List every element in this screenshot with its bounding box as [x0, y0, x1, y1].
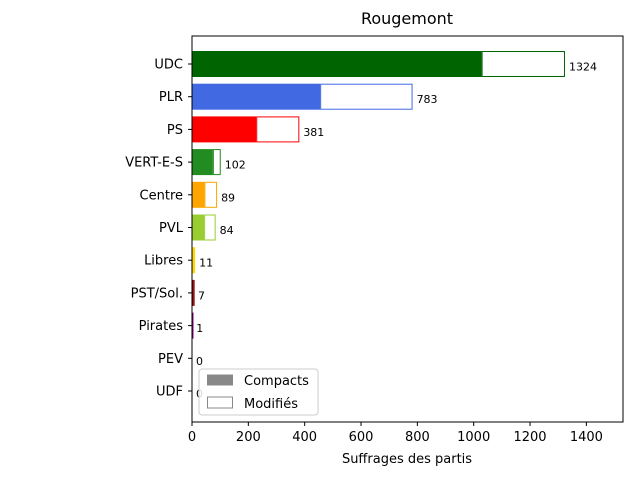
bar-modifies-vert-e-s — [212, 149, 221, 176]
value-label-plr: 783 — [417, 93, 438, 106]
y-tick-labels: UDC PLR PS VERT-E-S Centre PVL Libres PST/Sol. P… — [125, 58, 192, 400]
x-tick-label: 200 — [236, 430, 261, 445]
value-label-centre: 89 — [221, 191, 235, 204]
y-tick-label-ps: PS — [167, 123, 183, 138]
bars-group — [192, 51, 565, 339]
x-tick-label: 800 — [405, 430, 430, 445]
y-tick-label-centre: Centre — [140, 188, 183, 203]
value-label-vert-e-s: 102 — [225, 159, 246, 172]
bar-modifies-pst-sol — [193, 279, 195, 306]
y-tick-label-udf: UDF — [156, 385, 183, 400]
value-label-libres: 11 — [199, 257, 213, 270]
y-tick-label-vert-e-s: VERT-E-S — [125, 156, 183, 171]
bar-compacts-ps — [192, 116, 257, 143]
bar-compacts-vert-e-s — [192, 149, 213, 176]
value-label-pev: 0 — [196, 355, 203, 368]
bar-compacts-udc — [192, 51, 482, 77]
y-tick-label-pev: PEV — [158, 352, 183, 367]
x-tick-label: 1200 — [513, 430, 546, 445]
x-tick-label: 600 — [349, 430, 374, 445]
y-tick-label-udc: UDC — [154, 58, 183, 73]
bar-modifies-plr — [320, 83, 413, 110]
legend-label-compacts: Compacts — [244, 374, 309, 389]
y-tick-label-plr: PLR — [159, 90, 183, 105]
x-axis-label: Suffrages des partis — [342, 452, 472, 467]
x-ticks: 0 200 400 600 800 1000 1200 1400 — [188, 422, 603, 445]
chart-title: Rougemont — [361, 9, 453, 28]
y-tick-label-pvl: PVL — [159, 221, 184, 236]
legend-swatch-compacts — [207, 374, 233, 386]
x-tick-label: 400 — [292, 430, 317, 445]
bar-compacts-pst-sol — [192, 279, 194, 306]
bar-modifies-centre — [204, 181, 218, 208]
x-tick-label: 0 — [188, 430, 196, 445]
bar-compacts-libres — [192, 247, 194, 274]
value-label-pst-sol: 7 — [198, 289, 205, 302]
bar-compacts-centre — [192, 181, 205, 208]
bar-modifies-pirates — [192, 312, 194, 339]
bar-modifies-libres — [193, 247, 196, 274]
y-tick-label-pst-sol: PST/Sol. — [131, 286, 183, 301]
x-tick-label: 1000 — [457, 430, 490, 445]
value-label-pirates: 1 — [196, 322, 203, 335]
legend-label-modifies: Modifiés — [244, 397, 298, 412]
bar-modifies-ps — [256, 116, 300, 143]
bar-compacts-plr — [192, 83, 321, 110]
y-tick-label-libres: Libres — [144, 254, 183, 269]
bar-modifies-udc — [481, 51, 565, 77]
bar-modifies-pvl — [204, 214, 216, 241]
value-label-pvl: 84 — [220, 224, 234, 237]
bar-compacts-pvl — [192, 214, 205, 241]
plot-frame — [191, 35, 624, 423]
value-label-udc: 1324 — [569, 61, 597, 74]
value-label-ps: 381 — [303, 126, 324, 139]
legend: Compacts Modifiés — [198, 368, 319, 416]
x-tick-label: 1400 — [570, 430, 603, 445]
y-tick-label-pirates: Pirates — [139, 319, 184, 334]
legend-swatch-modifies — [207, 396, 233, 409]
